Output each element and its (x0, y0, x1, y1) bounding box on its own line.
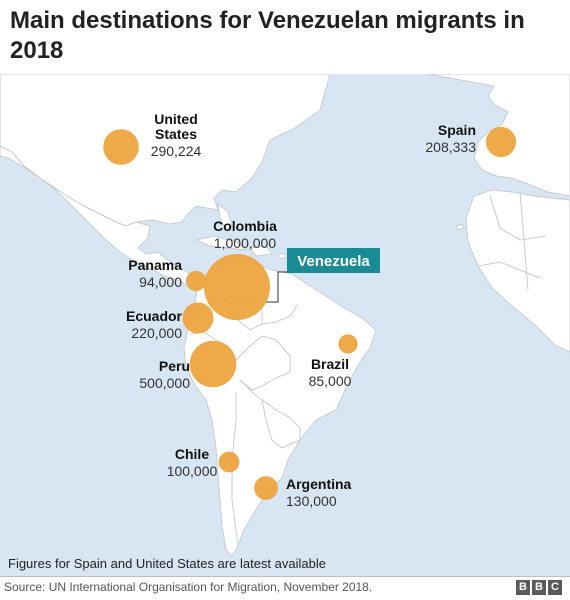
logo-letter: B (516, 580, 530, 595)
value-ecuador: 220,000 (131, 325, 182, 341)
value-chile: 100,000 (167, 463, 218, 479)
origin-label: Venezuela (297, 253, 370, 270)
label-panama: Panama (128, 257, 182, 273)
origin-label-box (287, 248, 380, 273)
bubble-ecuador (182, 302, 214, 334)
bubble-united-states (103, 129, 139, 165)
label-peru: Peru (159, 358, 190, 374)
value-spain: 208,333 (425, 139, 476, 155)
country-borders (189, 295, 301, 547)
label-spain: Spain (438, 122, 476, 138)
label-united-states: United (154, 111, 198, 127)
divider (0, 576, 570, 577)
value-argentina: 130,000 (286, 493, 337, 509)
puerto-rico (277, 253, 287, 259)
label-colombia: Colombia (213, 218, 277, 234)
value-colombia: 1,000,000 (214, 235, 276, 251)
florida (217, 202, 233, 231)
origin-layer: Venezuela (266, 248, 380, 303)
bubble-colombia (204, 254, 270, 320)
chart-title: Main destinations for Venezuelan migrant… (10, 7, 525, 64)
cuba (194, 235, 248, 251)
canary-islands (455, 223, 465, 231)
bubble-peru (189, 340, 237, 388)
bubble-argentina (254, 476, 278, 500)
bubble-panama (185, 270, 207, 292)
africa-borders (477, 191, 547, 291)
logo-letter: C (548, 580, 562, 595)
migration-map: UnitedStates290,224Spain208,333Colombia1… (0, 74, 570, 576)
label-chile: Chile (175, 446, 209, 462)
labels-layer: UnitedStates290,224Spain208,333Colombia1… (126, 111, 476, 509)
value-panama: 94,000 (139, 274, 182, 290)
bubble-chile (218, 451, 240, 473)
label-united-states: States (155, 126, 197, 142)
footnote: Figures for Spain and United States are … (8, 556, 326, 571)
bubbles-layer (103, 126, 517, 500)
africa-landmass (465, 189, 570, 353)
label-argentina: Argentina (286, 476, 352, 492)
source-note: Source: UN International Organisation fo… (4, 580, 373, 594)
bubble-spain (485, 126, 517, 158)
label-brazil: Brazil (311, 356, 349, 372)
mexico-central-america (0, 145, 199, 289)
bubble-brazil (338, 334, 358, 354)
logo-letter: B (532, 580, 546, 595)
origin-leader-line (266, 271, 287, 303)
bbc-logo: B B C (516, 580, 562, 595)
value-united-states: 290,224 (151, 143, 202, 159)
label-ecuador: Ecuador (126, 308, 183, 324)
value-brazil: 85,000 (309, 373, 352, 389)
value-peru: 500,000 (139, 375, 190, 391)
hispaniola (249, 245, 273, 257)
